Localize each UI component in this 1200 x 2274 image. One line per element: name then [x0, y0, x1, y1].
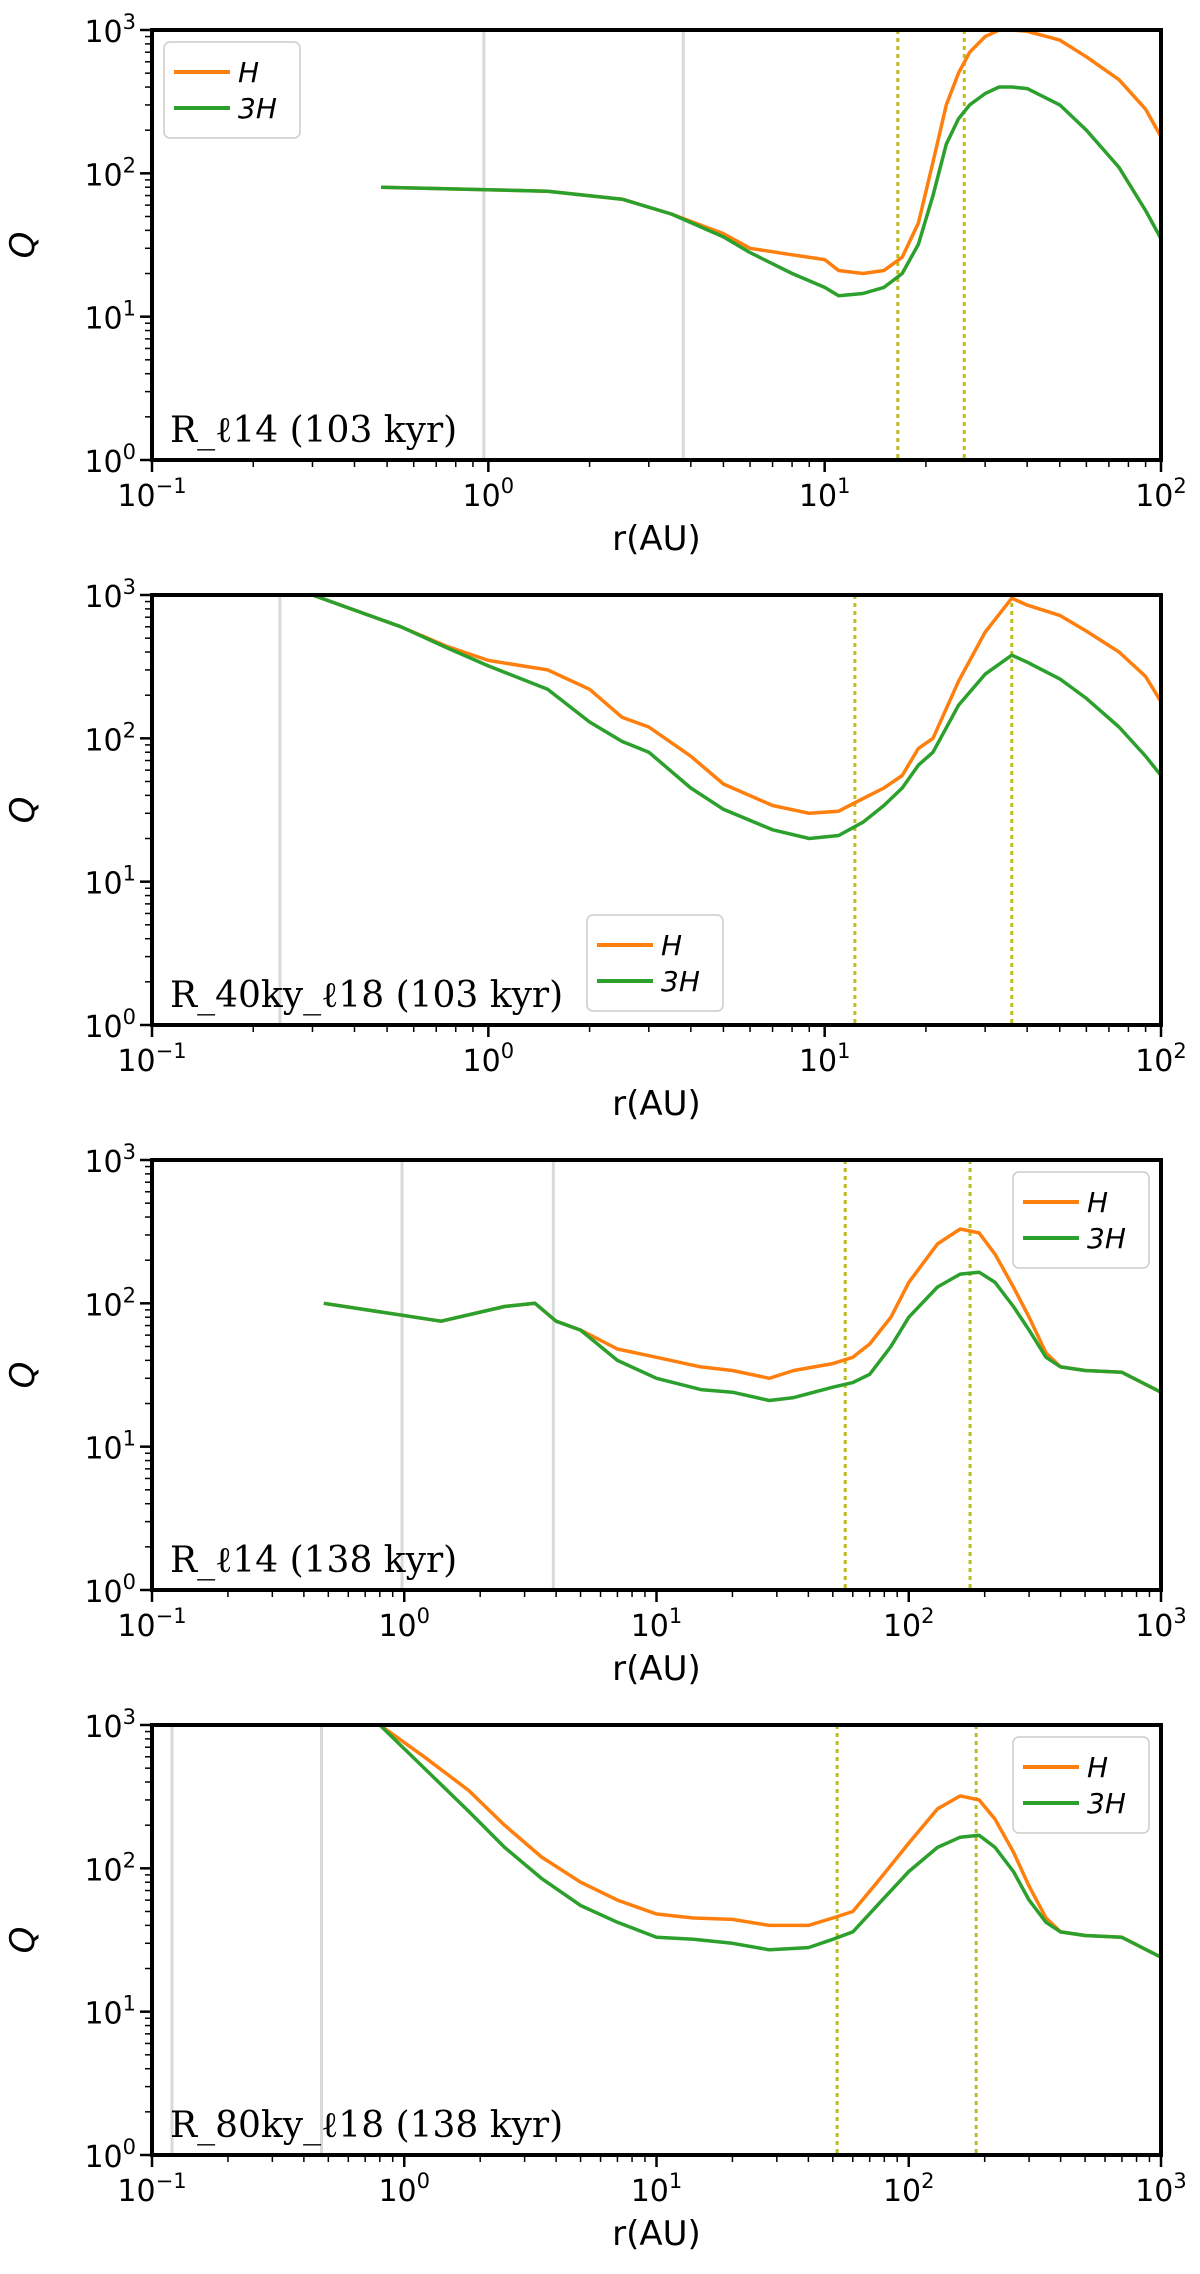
- x-axis-label: r(AU): [612, 1084, 701, 1124]
- x-tick-label: 100: [378, 1604, 430, 1644]
- y-tick-label: 100: [84, 2135, 136, 2175]
- legend: H3H: [1012, 1736, 1150, 1834]
- x-tick-label: 100: [463, 1039, 515, 1079]
- legend-label: H: [1087, 1751, 1108, 1784]
- y-tick-label: 100: [84, 440, 136, 480]
- legend-label: 3H: [1087, 1787, 1126, 1820]
- series-line-3H: [381, 85, 1161, 298]
- panel-label: R_40ky_ℓ18 (103 kyr): [170, 975, 563, 1016]
- legend-box: [1012, 1171, 1150, 1269]
- plot-frame: [150, 1723, 1163, 2157]
- y-tick-label: 100: [84, 1005, 136, 1045]
- x-axis-label: r(AU): [612, 2214, 701, 2254]
- x-tick-label: 100: [463, 474, 515, 514]
- legend: H3H: [1012, 1171, 1150, 1269]
- legend-label: H: [238, 56, 259, 89]
- x-tick-label: 100: [378, 2169, 430, 2209]
- y-tick-label: 101: [84, 297, 136, 337]
- y-tick-label: 103: [84, 10, 136, 50]
- x-tick-label: 10−1: [117, 1039, 186, 1079]
- plot-area: [278, 595, 1161, 1025]
- panel-3: 10−1 100 101 102 103100101102103r(AU)QR_ℓ14 …: [3, 1140, 1187, 1689]
- legend: H3H: [163, 41, 301, 139]
- legend-label: H: [1087, 1186, 1108, 1219]
- y-tick-label: 102: [84, 718, 136, 758]
- legend-label: 3H: [661, 965, 700, 998]
- y-axis-label: Q: [3, 232, 43, 259]
- panel-label: R_ℓ14 (103 kyr): [170, 410, 457, 451]
- y-tick-label: 101: [84, 1992, 136, 2032]
- series-line-3H: [311, 595, 1161, 841]
- y-tick-label: 101: [84, 862, 136, 902]
- plot-frame: [150, 28, 1163, 462]
- panel-4: 10−1 100 101 102 103100101102103r(AU)QR_80ky…: [3, 1705, 1187, 2254]
- x-tick-label: 101: [799, 1039, 851, 1079]
- x-tick-label: 101: [631, 1604, 683, 1644]
- x-tick-label: 103: [1135, 1604, 1187, 1644]
- plot-frame: [150, 1158, 1163, 1592]
- y-tick-label: 101: [84, 1427, 136, 1467]
- x-tick-label: 101: [799, 474, 851, 514]
- plot-area: [381, 30, 1161, 460]
- series-line-3H: [378, 1725, 1161, 1959]
- x-tick-label: 10−1: [117, 474, 186, 514]
- y-tick-label: 102: [84, 1283, 136, 1323]
- y-axis-label: Q: [3, 797, 43, 824]
- plot-area: [323, 1160, 1161, 1590]
- legend-label: 3H: [238, 92, 277, 125]
- x-tick-label: 101: [631, 2169, 683, 2209]
- x-tick-label: 10−1: [117, 1604, 186, 1644]
- x-tick-label: 102: [883, 1604, 935, 1644]
- y-tick-label: 102: [84, 153, 136, 193]
- x-tick-label: 102: [1135, 1039, 1187, 1079]
- y-tick-label: 102: [84, 1848, 136, 1888]
- y-axis-label: Q: [3, 1362, 43, 1389]
- series-line-3H: [323, 1270, 1161, 1403]
- x-axis-label: r(AU): [612, 1649, 701, 1689]
- y-tick-label: 103: [84, 1140, 136, 1180]
- x-tick-label: 102: [1135, 474, 1187, 514]
- panel-2: 10−1 100 101 102100101102103r(AU)QR_40ky_ℓ1…: [3, 575, 1187, 1124]
- legend-label: H: [661, 929, 682, 962]
- y-axis-label: Q: [3, 1927, 43, 1954]
- series-line-H: [378, 1725, 1161, 1959]
- x-tick-label: 103: [1135, 2169, 1187, 2209]
- panel-label: R_ℓ14 (138 kyr): [170, 1540, 457, 1581]
- legend-box: [163, 41, 301, 139]
- panel-label: R_80ky_ℓ18 (138 kyr): [170, 2105, 563, 2146]
- y-tick-label: 103: [84, 1705, 136, 1745]
- x-tick-label: 102: [883, 2169, 935, 2209]
- legend-box: [1012, 1736, 1150, 1834]
- legend-label: 3H: [1087, 1222, 1126, 1255]
- series-line-H: [311, 595, 1161, 816]
- legend: H3H: [586, 914, 724, 1012]
- plot-area: [170, 1725, 1161, 2155]
- legend-box: [586, 914, 724, 1012]
- series-line-H: [381, 30, 1161, 276]
- y-tick-label: 100: [84, 1570, 136, 1610]
- y-tick-label: 103: [84, 575, 136, 615]
- x-axis-label: r(AU): [612, 519, 701, 559]
- x-tick-label: 10−1: [117, 2169, 186, 2209]
- plot-frame: [150, 593, 1163, 1027]
